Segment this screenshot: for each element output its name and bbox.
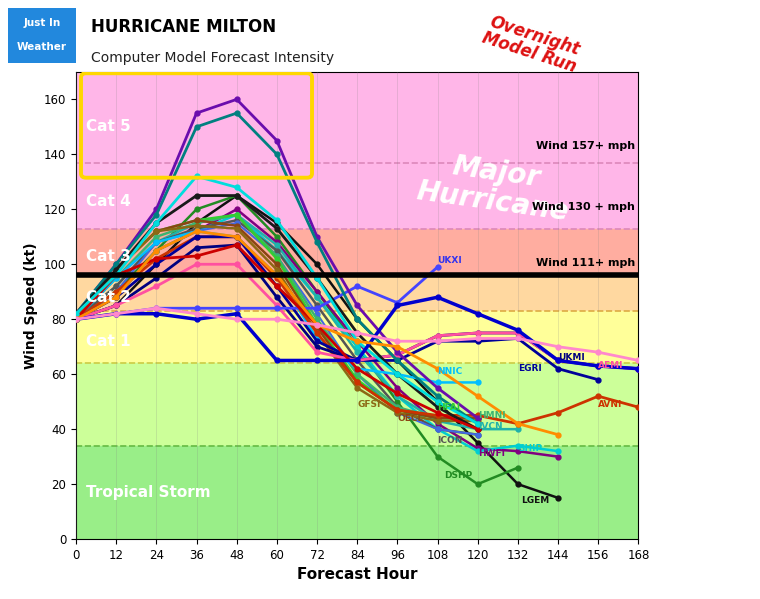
Text: Overnight
Model Run: Overnight Model Run <box>480 12 584 77</box>
Text: Major
Hurricane: Major Hurricane <box>414 148 575 227</box>
Text: SHIP: SHIP <box>518 444 542 453</box>
Text: OECL: OECL <box>397 414 423 423</box>
Text: GFSI: GFSI <box>357 400 381 409</box>
Text: Wind 111+ mph: Wind 111+ mph <box>536 258 635 268</box>
Text: Cat 3: Cat 3 <box>86 249 131 264</box>
Bar <box>76 72 638 162</box>
Text: IVCN: IVCN <box>478 422 502 431</box>
X-axis label: Forecast Hour: Forecast Hour <box>297 567 417 582</box>
Text: UKXI: UKXI <box>438 256 462 265</box>
Text: DSHP: DSHP <box>445 471 473 480</box>
Text: Cat 5: Cat 5 <box>86 119 131 134</box>
Text: Weather: Weather <box>17 43 67 53</box>
Text: HWFI: HWFI <box>478 449 505 458</box>
Text: Wind 157+ mph: Wind 157+ mph <box>536 141 635 151</box>
Bar <box>76 162 638 229</box>
Bar <box>76 363 638 446</box>
Bar <box>76 446 638 539</box>
Text: Tropical Storm: Tropical Storm <box>86 485 211 500</box>
Text: Computer Model Forecast Intensity: Computer Model Forecast Intensity <box>91 51 334 65</box>
Text: Cat 4: Cat 4 <box>86 193 131 208</box>
Text: Just In: Just In <box>23 18 61 28</box>
Bar <box>76 229 638 276</box>
Text: AEMI: AEMI <box>598 361 624 370</box>
Text: Cat 1: Cat 1 <box>86 334 131 349</box>
Text: UKMI: UKMI <box>558 353 584 362</box>
Text: Wind 130 + mph: Wind 130 + mph <box>532 201 635 211</box>
Bar <box>76 276 638 311</box>
Text: AVNI: AVNI <box>598 400 622 409</box>
Text: HFAI: HFAI <box>438 403 461 412</box>
Text: HMNI: HMNI <box>478 411 505 420</box>
Bar <box>76 311 638 363</box>
Text: NNIC: NNIC <box>438 367 463 376</box>
Text: ICON: ICON <box>438 435 463 444</box>
Text: LGEM: LGEM <box>521 496 549 505</box>
Text: Cat 2: Cat 2 <box>86 290 131 305</box>
Text: HURRICANE MILTON: HURRICANE MILTON <box>91 18 277 36</box>
Text: EGRI: EGRI <box>518 364 542 373</box>
Y-axis label: Wind Speed (kt): Wind Speed (kt) <box>24 242 38 369</box>
